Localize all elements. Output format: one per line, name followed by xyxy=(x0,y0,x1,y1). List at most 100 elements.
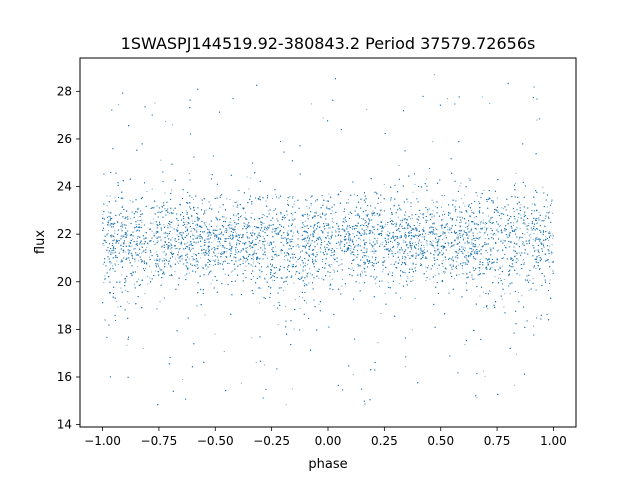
data-point xyxy=(405,227,407,229)
data-point xyxy=(188,258,190,260)
data-point xyxy=(398,282,400,285)
data-point xyxy=(384,292,386,294)
data-point xyxy=(164,258,166,260)
data-point xyxy=(517,259,519,261)
data-point xyxy=(293,232,295,234)
data-point xyxy=(159,300,161,302)
data-point xyxy=(318,303,320,305)
data-point xyxy=(107,211,109,213)
data-point xyxy=(116,260,118,262)
data-point xyxy=(552,233,554,235)
data-point xyxy=(415,263,417,265)
data-point xyxy=(293,203,295,205)
data-point xyxy=(503,240,506,242)
data-point xyxy=(136,265,138,268)
data-point xyxy=(516,227,518,229)
data-point xyxy=(206,268,208,270)
data-point xyxy=(163,232,165,234)
data-point xyxy=(437,267,439,269)
data-point xyxy=(513,222,515,224)
data-point xyxy=(483,189,485,191)
data-point xyxy=(115,264,117,266)
data-point xyxy=(467,225,470,227)
chart-title: 1SWASPJ144519.92-380843.2 Period 37579.7… xyxy=(121,34,536,53)
data-point xyxy=(464,247,466,249)
data-point xyxy=(441,238,443,241)
data-point xyxy=(204,265,207,267)
data-point xyxy=(329,238,331,240)
data-point xyxy=(235,215,237,217)
data-point xyxy=(256,235,258,238)
data-point xyxy=(532,278,534,280)
data-point xyxy=(219,194,221,196)
data-point xyxy=(471,241,473,243)
data-point xyxy=(426,242,428,244)
data-point xyxy=(192,233,194,235)
data-point xyxy=(517,219,519,221)
data-point xyxy=(332,269,334,271)
data-point xyxy=(473,217,475,219)
data-point xyxy=(433,74,435,76)
data-point xyxy=(315,211,318,213)
data-point xyxy=(239,251,241,253)
data-point xyxy=(425,270,427,272)
data-point xyxy=(211,242,213,244)
data-point xyxy=(517,216,519,218)
data-point xyxy=(131,245,133,247)
data-point xyxy=(350,246,352,248)
data-point xyxy=(409,218,411,220)
data-point xyxy=(307,215,309,217)
data-point xyxy=(530,237,532,239)
data-point xyxy=(406,275,408,278)
data-point xyxy=(365,229,367,231)
data-point xyxy=(476,195,478,197)
data-point xyxy=(480,221,482,223)
data-point xyxy=(331,264,333,266)
data-point xyxy=(412,264,414,266)
data-point xyxy=(252,256,254,258)
data-point xyxy=(526,231,528,233)
data-point xyxy=(109,260,111,263)
data-point xyxy=(385,223,387,225)
data-point xyxy=(156,211,158,213)
data-point xyxy=(175,258,177,260)
data-point xyxy=(501,298,503,300)
data-point xyxy=(502,239,504,241)
data-point xyxy=(244,223,246,225)
data-point xyxy=(285,404,287,406)
data-points xyxy=(102,74,555,406)
data-point xyxy=(149,277,151,279)
data-point xyxy=(226,198,228,200)
data-point xyxy=(375,191,377,193)
data-point xyxy=(504,230,506,232)
data-point xyxy=(498,277,500,279)
data-point xyxy=(458,234,460,236)
data-point xyxy=(401,255,404,257)
data-point xyxy=(495,234,497,236)
data-point xyxy=(246,176,248,178)
data-point xyxy=(380,243,382,245)
data-point xyxy=(153,244,155,246)
data-point xyxy=(522,223,524,225)
data-point xyxy=(380,201,382,204)
data-point xyxy=(178,263,180,265)
data-point xyxy=(107,230,110,232)
data-point xyxy=(363,263,365,265)
data-point xyxy=(106,195,108,197)
data-point xyxy=(425,233,427,235)
data-point xyxy=(414,242,416,244)
data-point xyxy=(232,270,234,272)
data-point xyxy=(192,198,195,200)
data-point xyxy=(257,249,259,251)
data-point xyxy=(377,342,379,344)
data-point xyxy=(498,225,500,228)
data-point xyxy=(109,267,112,269)
data-point xyxy=(523,262,525,264)
data-point xyxy=(404,272,406,274)
data-point xyxy=(229,262,231,264)
data-point xyxy=(252,262,255,264)
data-point xyxy=(308,214,310,216)
data-point xyxy=(425,266,427,268)
data-point xyxy=(229,227,231,229)
data-point xyxy=(135,224,137,226)
